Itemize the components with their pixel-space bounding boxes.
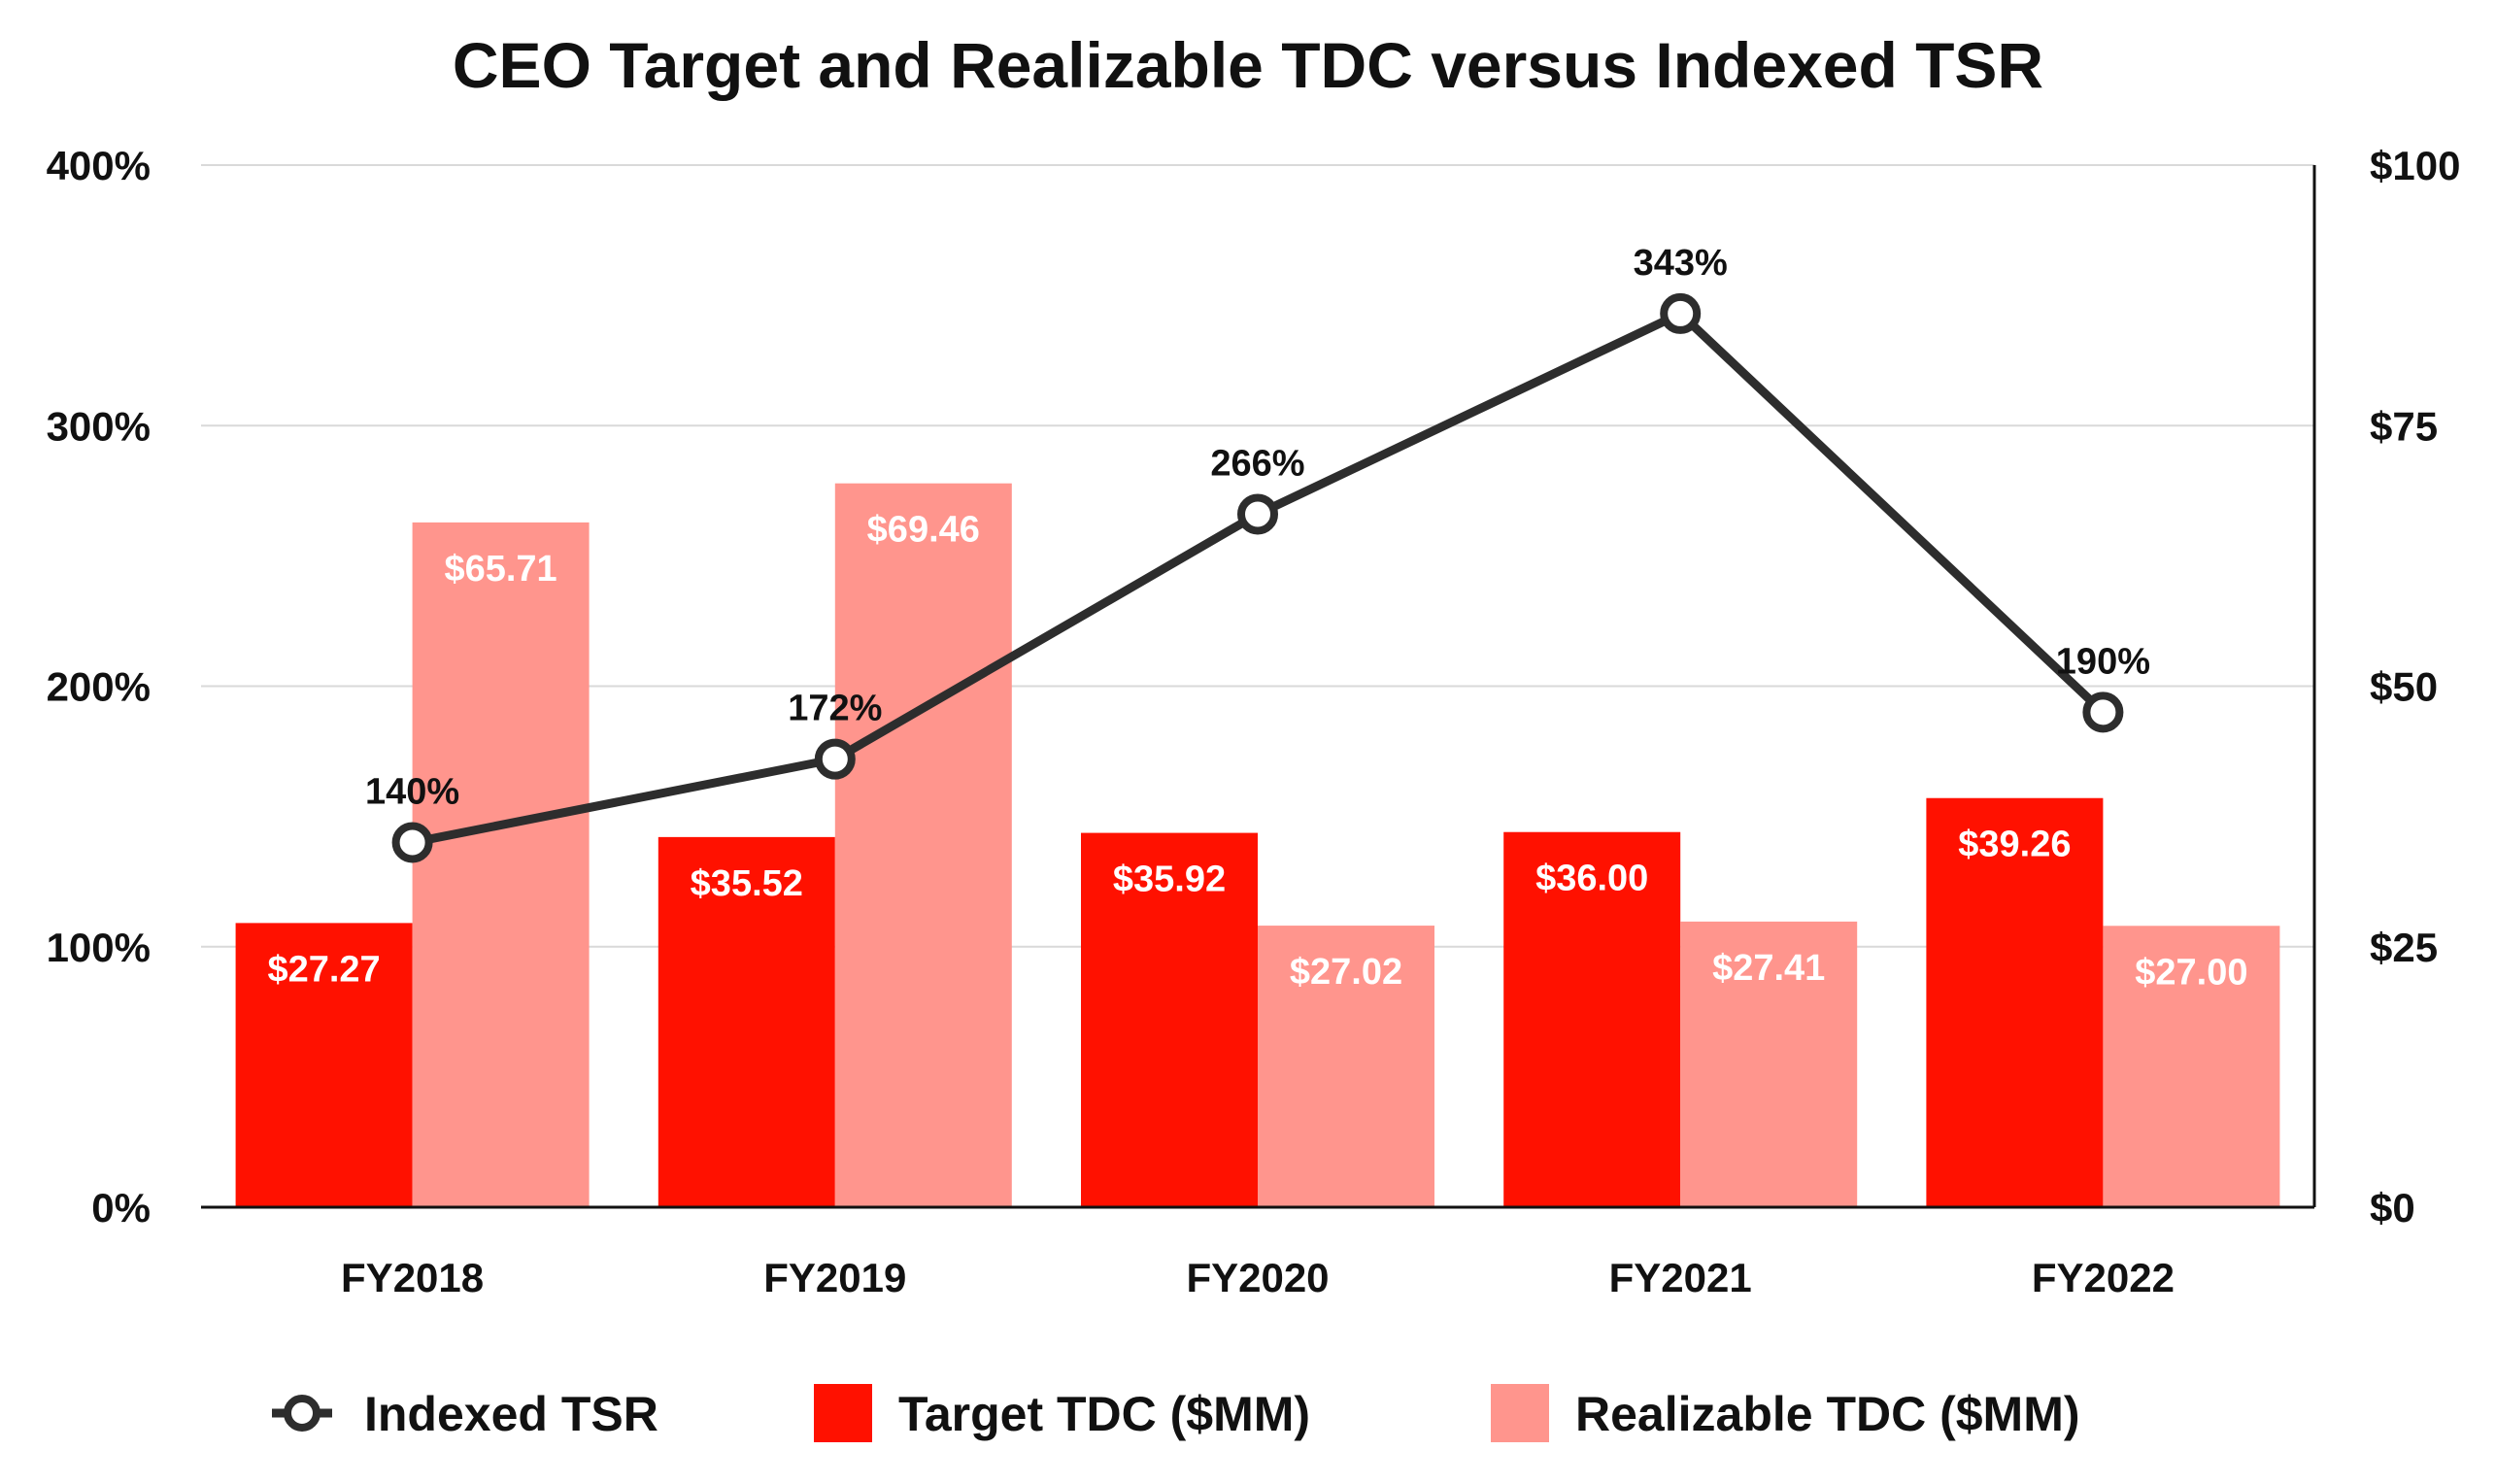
- indexed-tsr-value-label: 343%: [1634, 243, 1728, 284]
- left-axis-tick-label: 300%: [47, 403, 151, 449]
- data-labels: $27.27 $65.71 $35.52 $69.46 $35.92 $27.02 $36.…: [267, 243, 2247, 993]
- realizable-tdc-bar: [412, 522, 590, 1207]
- x-axis-category-label: FY2018: [341, 1255, 484, 1300]
- line-series: [391, 292, 2124, 863]
- right-axis-tick-label: $100: [2370, 143, 2460, 188]
- legend-label-realizable-tdc: Realizable TDC ($MM): [1575, 1387, 2080, 1441]
- legend-label-target-tdc: Target TDC ($MM): [898, 1387, 1310, 1441]
- legend-label-indexed-tsr: Indexed TSR: [364, 1387, 658, 1441]
- left-axis-tick-label: 200%: [47, 664, 151, 710]
- axes: 0% 100% 200% 300% 400% $0 $25 $50 $75 $100 FY2018 F…: [47, 143, 2461, 1300]
- target-tdc-value-label: $27.27: [267, 949, 380, 990]
- target-tdc-bar: [235, 923, 413, 1207]
- realizable-tdc-value-label: $27.02: [1290, 952, 1402, 993]
- realizable-tdc-value-label: $27.00: [2135, 952, 2247, 993]
- indexed-tsr-value-label: 266%: [1210, 443, 1304, 484]
- target-tdc-bar: [1926, 797, 2104, 1207]
- x-axis-category-label: FY2022: [2032, 1255, 2175, 1300]
- indexed-tsr-value-label: 190%: [2056, 641, 2150, 682]
- right-axis-tick-label: $75: [2370, 403, 2438, 449]
- indexed-tsr-point: [1660, 292, 1702, 334]
- realizable-tdc-value-label: $65.71: [444, 549, 557, 590]
- indexed-tsr-point: [814, 738, 856, 780]
- target-tdc-value-label: $35.52: [691, 863, 803, 904]
- target-tdc-value-label: $35.92: [1113, 860, 1226, 900]
- target-tdc-bar: [1503, 831, 1681, 1207]
- realizable-tdc-bar: [1680, 921, 1858, 1207]
- indexed-tsr-point: [391, 822, 433, 863]
- chart-title: CEO Target and Realizable TDC versus Ind…: [453, 29, 2043, 101]
- legend: Indexed TSR Target TDC ($MM) Realizable TD…: [272, 1384, 2080, 1442]
- left-axis-tick-label: 400%: [47, 143, 151, 188]
- realizable-tdc-bar: [834, 483, 1012, 1207]
- realizable-tdc-bar: [2103, 926, 2280, 1207]
- x-axis-category-label: FY2020: [1186, 1255, 1329, 1300]
- x-axis-category-label: FY2019: [763, 1255, 906, 1300]
- legend-line-marker: [284, 1395, 320, 1432]
- bar-series: [235, 483, 2280, 1207]
- realizable-tdc-value-label: $69.46: [867, 510, 980, 551]
- target-tdc-bar: [1081, 832, 1258, 1207]
- indexed-tsr-point: [1237, 493, 1278, 535]
- indexed-tsr-value-label: 140%: [365, 771, 459, 812]
- right-axis-tick-label: $25: [2370, 925, 2438, 970]
- legend-swatch-realizable-tdc: [1491, 1384, 1549, 1442]
- realizable-tdc-bar: [1258, 926, 1434, 1207]
- realizable-tdc-value-label: $27.41: [1712, 948, 1825, 989]
- indexed-tsr-point: [2082, 691, 2124, 733]
- target-tdc-value-label: $39.26: [1958, 825, 2071, 865]
- legend-swatch-target-tdc: [814, 1384, 872, 1442]
- indexed-tsr-line: [411, 309, 2107, 847]
- left-axis-tick-label: 0%: [91, 1185, 151, 1231]
- target-tdc-bar: [658, 836, 835, 1207]
- left-axis-tick-label: 100%: [47, 925, 151, 970]
- indexed-tsr-value-label: 172%: [788, 689, 882, 729]
- target-tdc-value-label: $36.00: [1535, 859, 1648, 899]
- x-axis-category-label: FY2021: [1609, 1255, 1752, 1300]
- right-axis-tick-label: $0: [2370, 1185, 2415, 1231]
- right-axis-tick-label: $50: [2370, 664, 2438, 710]
